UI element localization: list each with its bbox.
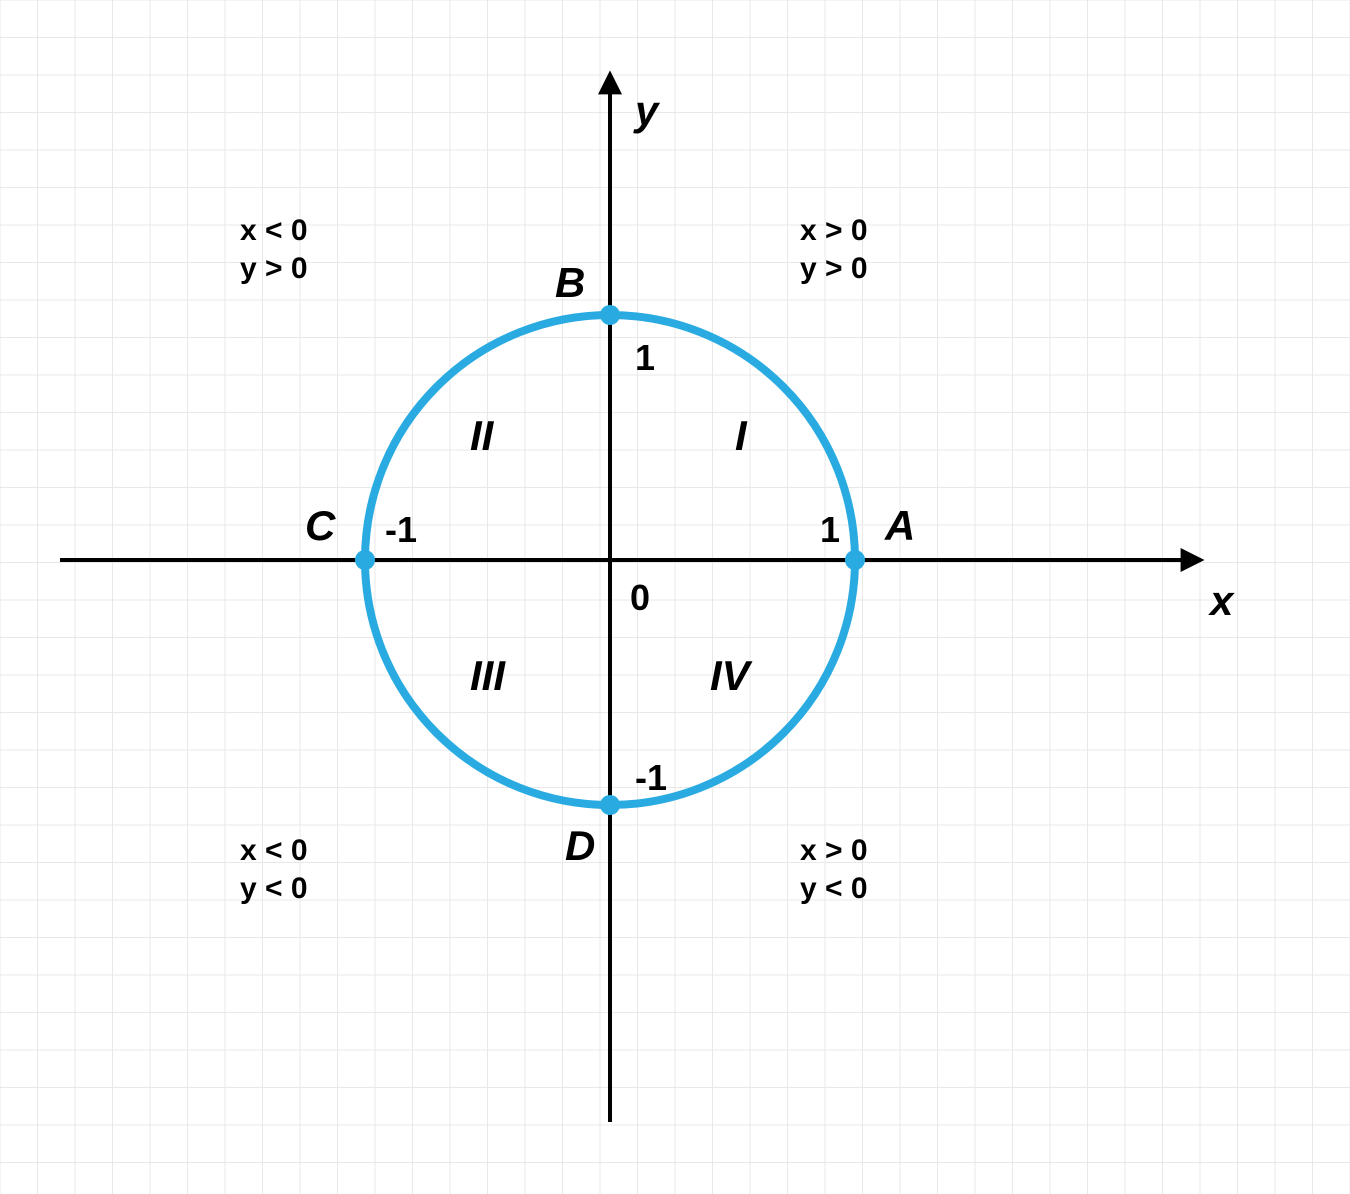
point-label-B: B [555,259,585,306]
condition-line: y > 0 [240,252,308,285]
point-label-A: A [884,502,915,549]
tick-label: 1 [820,509,840,550]
point-label-C: C [305,502,336,549]
condition-line: x < 0 [240,834,308,867]
quadrant-label-3: III [470,652,506,699]
condition-line: x > 0 [800,214,868,247]
x-axis-label: x [1208,577,1235,624]
condition-line: x < 0 [240,214,308,247]
condition-line: y > 0 [800,252,868,285]
point-B [600,305,620,325]
point-label-D: D [565,822,595,869]
y-axis-label: y [633,87,661,134]
quadrant-label-4: IV [710,652,753,699]
condition-line: x > 0 [800,834,868,867]
point-C [355,550,375,570]
condition-line: y < 0 [800,872,868,905]
quadrant-label-2: II [470,412,495,459]
condition-line: y < 0 [240,872,308,905]
quadrant-label-1: I [735,412,748,459]
point-A [845,550,865,570]
tick-label: 1 [635,337,655,378]
tick-label: -1 [635,757,667,798]
tick-label: -1 [385,509,417,550]
origin-label: 0 [630,577,650,618]
point-D [600,795,620,815]
